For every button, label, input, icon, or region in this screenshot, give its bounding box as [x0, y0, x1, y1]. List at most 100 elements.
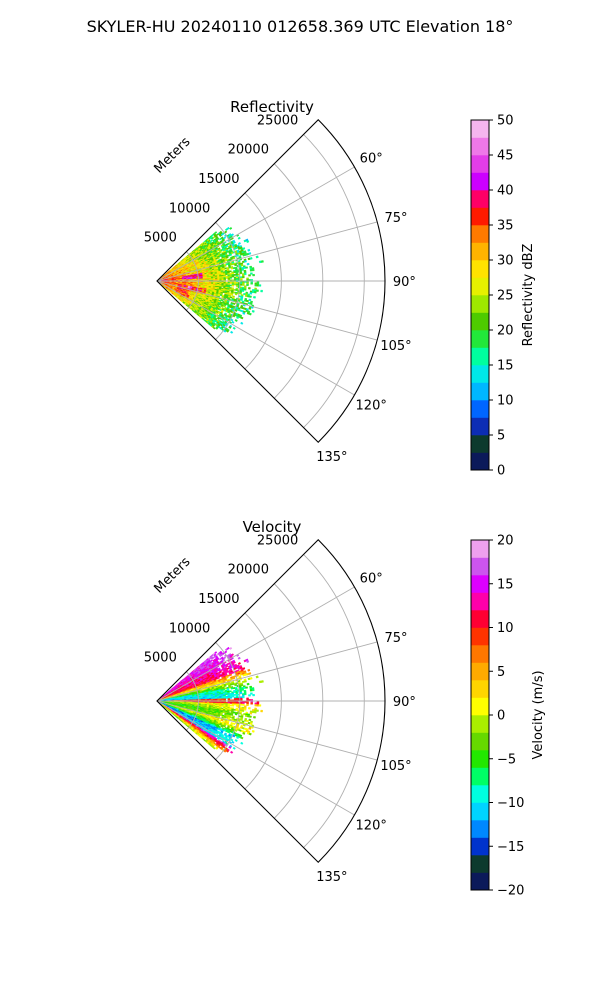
azimuth-tick-label: 120°: [356, 399, 387, 414]
radar-cell: [242, 283, 245, 286]
radar-cell: [240, 316, 244, 320]
radar-cell: [248, 298, 252, 302]
reflectivity-azimuth-ticks: 60°75°90°105°120°135°: [316, 151, 416, 465]
azimuth-spoke: [156, 221, 378, 282]
radar-cell: [246, 703, 249, 707]
radar-cell: [260, 260, 264, 263]
radar-cell: [258, 704, 262, 707]
colorbar-tick-label: 35: [497, 219, 514, 234]
radar-cell: [248, 312, 252, 316]
colorbar-band: [471, 365, 489, 383]
radar-cell: [252, 273, 255, 277]
radar-cell: [234, 319, 238, 322]
radar-cell: [246, 682, 250, 686]
radar-cell: [240, 321, 244, 325]
range-tick-label: 15000: [198, 172, 239, 187]
radar-cell: [246, 299, 249, 303]
radar-cell: [223, 656, 227, 660]
radar-cell: [231, 284, 235, 287]
colorbar-tick-label: 15: [497, 359, 514, 374]
radar-cell: [251, 309, 255, 313]
azimuth-tick-label: 105°: [380, 339, 411, 354]
radar-cell: [241, 688, 245, 691]
colorbar-band: [471, 137, 489, 156]
colorbar-band: [471, 435, 489, 453]
radar-cell: [248, 307, 252, 310]
radar-cell: [221, 285, 224, 288]
radar-cell: [233, 271, 236, 274]
radar-cell: [239, 691, 243, 694]
radar-cell: [242, 247, 246, 250]
radar-cell: [249, 292, 253, 295]
radar-cell: [258, 284, 262, 287]
colorbar-band: [471, 452, 489, 471]
radar-cell: [249, 677, 253, 680]
colorbar-tick-label: 20: [497, 324, 514, 339]
radar-cell: [230, 293, 234, 296]
radar-cell: [237, 242, 241, 245]
radar-cell: [210, 659, 213, 663]
radar-cell: [246, 697, 249, 700]
radar-cell: [229, 704, 233, 707]
radar-cell: [222, 238, 226, 242]
radar-cell: [212, 326, 216, 330]
radar-cell: [249, 302, 253, 305]
radar-cell: [237, 656, 241, 660]
radar-cell: [251, 688, 255, 692]
radar-cell: [247, 668, 251, 672]
radar-cell: [250, 692, 253, 695]
radar-cell: [229, 284, 233, 287]
radar-cell: [222, 268, 226, 271]
radar-cell: [243, 260, 247, 263]
azimuth-tick-label: 75°: [384, 211, 407, 226]
colorbar-band: [471, 330, 489, 348]
radar-cell: [230, 330, 234, 334]
reflectivity-panel: Reflectivity Meters 50001000015000200002…: [144, 98, 416, 465]
radar-cell: [229, 696, 233, 699]
range-tick-label: 25000: [257, 113, 298, 128]
radar-cell: [231, 695, 235, 698]
radar-cell: [240, 684, 244, 687]
reflectivity-grid: [156, 119, 386, 443]
radar-cell: [241, 289, 245, 292]
radar-cell: [239, 283, 243, 286]
radar-cell: [250, 702, 253, 705]
radar-cell: [240, 264, 244, 267]
radar-cell: [248, 274, 251, 277]
radar-cell: [235, 702, 239, 704]
radar-cell: [239, 703, 243, 706]
radar-cell: [226, 226, 230, 230]
radar-cell: [237, 662, 241, 665]
radar-cell: [210, 239, 213, 243]
colorbar-band: [471, 120, 489, 138]
radar-cell: [228, 690, 232, 693]
radar-cell: [239, 292, 242, 295]
colorbar-band: [471, 347, 489, 366]
radar-cell: [256, 284, 260, 287]
radar-cell: [229, 276, 233, 279]
colorbar-tick-label: 40: [497, 184, 514, 199]
radar-cell: [255, 675, 259, 679]
radar-cell: [247, 248, 251, 252]
radar-cell: [229, 282, 233, 284]
radar-cell: [248, 672, 252, 675]
radar-cell: [231, 275, 235, 278]
radar-cell: [229, 226, 233, 230]
radar-cell: [242, 703, 245, 706]
radar-cell: [232, 241, 236, 244]
colorbar-band: [471, 207, 489, 226]
azimuth-tick-label: 90°: [393, 275, 416, 290]
radar-cell: [235, 282, 239, 284]
reflectivity-title: Reflectivity: [230, 98, 314, 116]
radar-cell: [254, 704, 257, 707]
radar-cell: [241, 268, 245, 271]
colorbar-band: [471, 295, 489, 313]
radar-cell: [223, 264, 227, 267]
colorbar-band: [471, 400, 489, 418]
radar-cell: [232, 326, 236, 330]
radar-cell: [231, 704, 235, 707]
radar-cell: [235, 696, 239, 699]
radar-cell: [256, 282, 260, 285]
